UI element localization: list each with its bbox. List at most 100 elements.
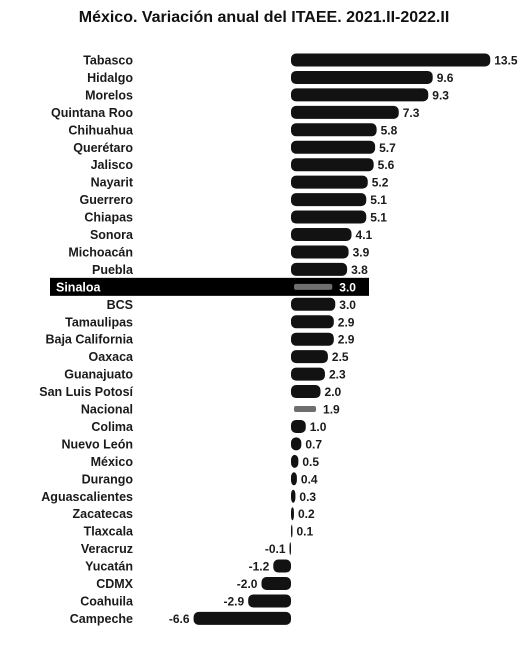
bar-michoacan (291, 245, 349, 259)
category-label-hidalgo: Hidalgo (87, 71, 133, 85)
category-label-baja-california: Baja California (45, 333, 134, 347)
category-label-chihuahua: Chihuahua (68, 123, 134, 137)
bar-aguascalientes (291, 489, 296, 503)
value-label-tamaulipas: 2.9 (338, 315, 355, 329)
category-label-quintana-roo: Quintana Roo (51, 106, 133, 120)
category-label-campeche: Campeche (70, 612, 133, 626)
category-label-queretaro: Querétaro (73, 141, 133, 155)
category-label-tamaulipas: Tamaulipas (65, 315, 133, 329)
category-label-nayarit: Nayarit (91, 176, 134, 190)
bar-yucatan (273, 559, 291, 573)
category-label-nacional: Nacional (81, 403, 133, 417)
category-label-mexico: México (91, 455, 134, 469)
value-label-hidalgo: 9.6 (437, 71, 454, 85)
bar-chiapas (291, 210, 367, 224)
category-label-guanajuato: Guanajuato (64, 368, 133, 382)
chart-title: México. Variación anual del ITAEE. 2021.… (79, 9, 450, 26)
bar-guerrero (291, 193, 367, 207)
value-label-campeche: -6.6 (169, 612, 190, 626)
value-label-nuevo-leon: 0.7 (305, 437, 322, 451)
value-label-morelos: 9.3 (432, 88, 449, 102)
category-label-oaxaca: Oaxaca (89, 350, 135, 364)
bar-durango (291, 472, 297, 486)
category-label-puebla: Puebla (92, 263, 134, 277)
category-label-cdmx: CDMX (96, 577, 133, 591)
bar-queretaro (291, 140, 376, 154)
bar-mexico (291, 454, 299, 468)
value-label-veracruz: -0.1 (265, 542, 286, 556)
bar-tabasco (291, 53, 491, 67)
category-label-morelos: Morelos (85, 88, 133, 102)
value-label-yucatan: -1.2 (249, 560, 270, 574)
category-label-guerrero: Guerrero (80, 193, 134, 207)
bar-campeche (193, 611, 291, 625)
bar-oaxaca (291, 350, 328, 364)
value-label-colima: 1.0 (310, 420, 327, 434)
bar-chihuahua (291, 123, 377, 137)
value-label-san-luis-potosi: 2.0 (325, 385, 342, 399)
value-label-guanajuato: 2.3 (329, 368, 346, 382)
value-label-oaxaca: 2.5 (332, 350, 349, 364)
value-label-chihuahua: 5.8 (381, 123, 398, 137)
category-label-durango: Durango (82, 472, 134, 486)
bar-morelos (291, 88, 429, 102)
highlight-row-sinaloa (50, 277, 369, 296)
category-label-michoacan: Michoacán (68, 245, 133, 259)
bar-cdmx (261, 577, 291, 590)
category-label-tlaxcala: Tlaxcala (84, 525, 134, 539)
category-label-coahuila: Coahuila (80, 594, 134, 608)
category-label-nuevo-leon: Nuevo León (61, 437, 133, 451)
category-label-colima: Colima (91, 420, 134, 434)
bar-veracruz (289, 542, 291, 556)
value-label-aguascalientes: 0.3 (299, 490, 316, 504)
value-label-sinaloa: 3.0 (339, 280, 356, 294)
value-label-baja-california: 2.9 (338, 333, 355, 347)
value-label-cdmx: -2.0 (237, 577, 258, 591)
bar-colima (291, 419, 306, 433)
value-label-coahuila: -2.9 (224, 594, 245, 608)
bar-hidalgo (291, 70, 433, 84)
category-label-san-luis-potosi: San Luis Potosí (39, 385, 133, 399)
category-label-aguascalientes: Aguascalientes (41, 490, 133, 504)
value-label-guerrero: 5.1 (370, 193, 387, 207)
bar-san-luis-potosi (291, 385, 321, 399)
value-label-tabasco: 13.5 (494, 54, 518, 68)
value-label-puebla: 3.8 (351, 263, 368, 277)
value-label-sonora: 4.1 (356, 228, 373, 242)
category-label-chiapas: Chiapas (84, 211, 133, 225)
value-label-nayarit: 5.2 (372, 176, 389, 190)
value-label-nacional: 1.9 (323, 403, 340, 417)
category-label-tabasco: Tabasco (83, 54, 133, 68)
value-label-quintana-roo: 7.3 (403, 106, 420, 120)
value-label-queretaro: 5.7 (379, 141, 396, 155)
bar-sinaloa (294, 283, 333, 290)
value-label-mexico: 0.5 (302, 455, 319, 469)
bar-nayarit (291, 175, 368, 189)
chart-rows: Tabasco 13.5 Hidalgo 9.6 Morelos 9.3 Quintana … (39, 53, 518, 626)
bar-guanajuato (291, 367, 325, 381)
value-label-bcs: 3.0 (339, 298, 356, 312)
category-label-jalisco: Jalisco (91, 158, 134, 172)
category-label-yucatan: Yucatán (85, 560, 133, 574)
bar-bcs (291, 297, 336, 311)
bar-jalisco (291, 158, 374, 172)
value-label-michoacan: 3.9 (353, 245, 370, 259)
bar-sonora (291, 228, 352, 241)
bar-zacatecas (291, 507, 294, 521)
bar-coahuila (248, 594, 291, 608)
bar-tlaxcala (291, 524, 293, 538)
category-label-sonora: Sonora (90, 228, 134, 242)
category-label-veracruz: Veracruz (81, 542, 133, 556)
value-label-durango: 0.4 (301, 472, 318, 486)
category-label-zacatecas: Zacatecas (73, 507, 134, 521)
bar-nacional (294, 406, 317, 412)
bar-baja-california (291, 332, 334, 346)
value-label-tlaxcala: 0.1 (296, 525, 313, 539)
bar-puebla (291, 262, 348, 276)
value-label-chiapas: 5.1 (370, 211, 387, 225)
bar-nuevo-leon (291, 437, 302, 451)
category-label-bcs: BCS (107, 298, 133, 312)
bar-tamaulipas (291, 315, 334, 329)
bar-quintana-roo (291, 105, 399, 119)
